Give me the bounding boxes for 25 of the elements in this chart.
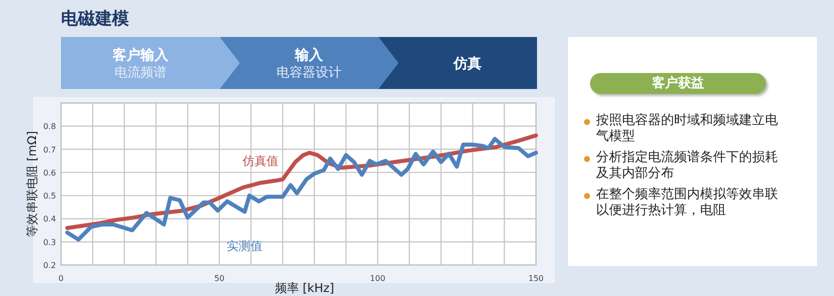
text: 分析指定电流频谱条件下的损耗及其内部分布 bbox=[596, 150, 788, 182]
text: 电磁建模 bbox=[61, 9, 129, 29]
x-tick-label: 100 bbox=[370, 274, 386, 283]
y-tick-label: 0.2 bbox=[43, 261, 56, 270]
text: 电容器设计 bbox=[276, 64, 342, 80]
y-tick-label: 0.3 bbox=[43, 238, 56, 247]
x-tick-label: 50 bbox=[214, 274, 224, 283]
text: 按照电容器的时域和频域建立电气模型 bbox=[596, 113, 788, 145]
category-label: 客户输入 bbox=[111, 46, 170, 64]
y-tick-label: 0.4 bbox=[43, 214, 56, 224]
x-tick-label: 0 bbox=[58, 274, 64, 283]
category-label: 仿真 bbox=[452, 56, 482, 72]
y-tick-label: 0.8 bbox=[43, 122, 56, 132]
text: 实测值 bbox=[226, 238, 263, 253]
series-label: 仿真值 bbox=[242, 154, 278, 168]
text: 客户获益 bbox=[590, 73, 766, 94]
category-label: 输入 bbox=[294, 48, 324, 64]
y-tick-label: 0.7 bbox=[43, 145, 56, 154]
y-axis-title: 等效串联电阻 [mΩ] bbox=[25, 130, 39, 238]
y-tick-label: 0.6 bbox=[43, 168, 56, 178]
text: 在整个频率范围内模拟等效串联以便进行热计算，电阻 bbox=[596, 187, 788, 219]
y-tick-label: 0.5 bbox=[43, 192, 56, 201]
x-axis-title: 频率 [kHz] bbox=[274, 281, 334, 295]
x-tick-label: 150 bbox=[528, 274, 544, 283]
text: 电流频谱 bbox=[114, 64, 166, 80]
